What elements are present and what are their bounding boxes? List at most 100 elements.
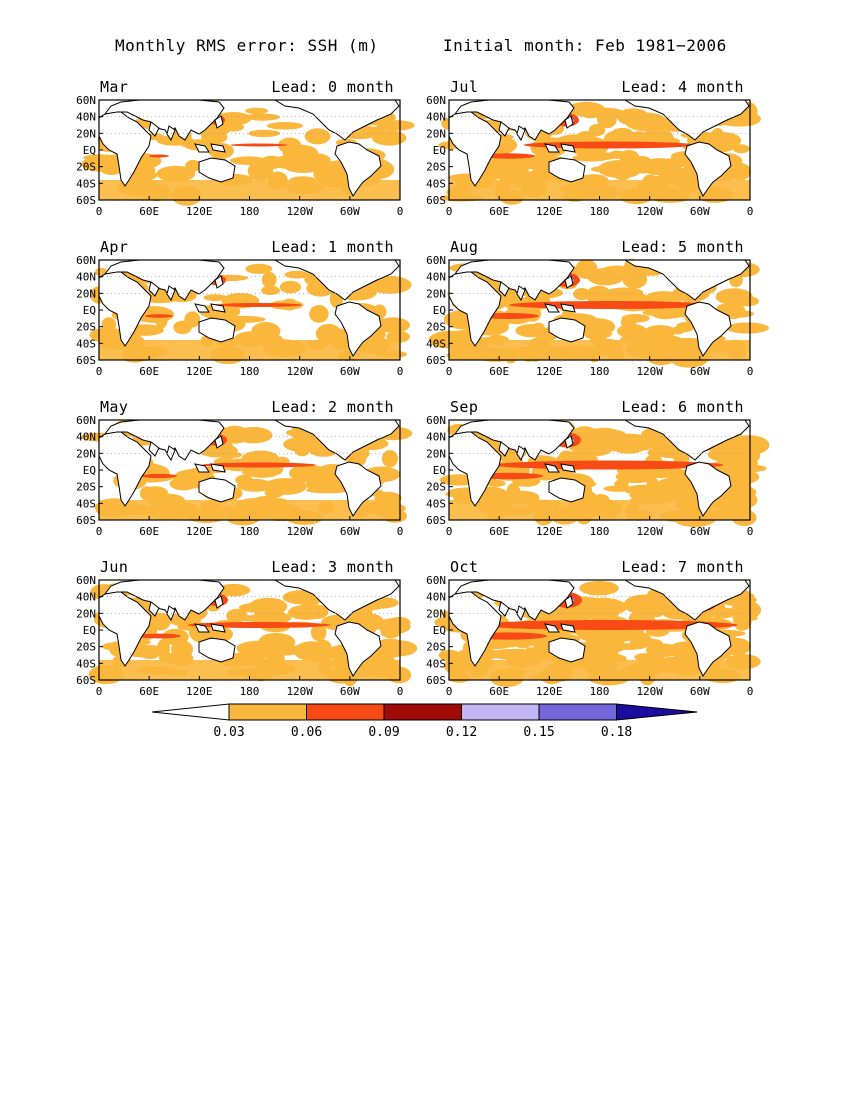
lat-tick-label: 40S (76, 497, 96, 510)
continents (98, 579, 400, 677)
lat-tick-label: 20N (76, 607, 96, 620)
lon-tick-label: 120E (186, 205, 213, 218)
colorbar-lower-extend (151, 703, 230, 721)
panel-lead-label: Lead: 5 month (621, 238, 744, 256)
lon-tick-label: 60E (489, 685, 509, 698)
lon-tick-label: 60E (139, 525, 159, 538)
lat-tick-label: 60S (76, 354, 96, 367)
colorbar-tick-label: 0.09 (368, 725, 399, 740)
lon-tick-label: 180 (590, 525, 610, 538)
lat-tick-label: 40N (76, 271, 96, 284)
lat-tick-label: 20N (76, 447, 96, 460)
lat-tick-label: 60S (76, 674, 96, 687)
panel-lead-label: Lead: 7 month (621, 558, 744, 576)
lat-tick-label: 40S (426, 177, 446, 190)
figure-right-title: Initial month: Feb 1981−2006 (443, 36, 727, 55)
lat-tick-label: 40S (76, 337, 96, 350)
lon-tick-label: 120E (186, 365, 213, 378)
lon-tick-label: 180 (240, 365, 260, 378)
lon-tick-label: 60E (139, 205, 159, 218)
lon-tick-label: 0 (96, 685, 103, 698)
lat-tick-label: 60S (426, 354, 446, 367)
lon-tick-label: 60W (340, 365, 360, 378)
lat-tick-label: 60N (76, 574, 96, 587)
lat-tick-label: 20N (426, 287, 446, 300)
panel-month-label: Sep (450, 398, 478, 416)
lon-tick-label: 120E (536, 205, 563, 218)
colorbar-upper-extend (616, 703, 698, 721)
lon-tick-label: 120E (536, 685, 563, 698)
panel-lead-label: Lead: 6 month (621, 398, 744, 416)
lat-tick-label: 60N (76, 414, 96, 427)
colorbar-tick-label: 0.12 (446, 725, 477, 740)
lon-tick-label: 0 (446, 685, 453, 698)
lon-tick-label: 0 (446, 205, 453, 218)
colorbar-segment (538, 703, 617, 721)
continents (98, 259, 400, 357)
lat-tick-label: 60N (76, 254, 96, 267)
lon-tick-label: 180 (240, 525, 260, 538)
lon-tick-label: 180 (240, 685, 260, 698)
lat-tick-label: EQ (83, 304, 96, 317)
lon-tick-label: 180 (590, 685, 610, 698)
lon-tick-label: 120W (286, 205, 313, 218)
lat-tick-label: 20S (426, 321, 446, 334)
lon-tick-label: 120E (536, 525, 563, 538)
lon-tick-label: 0 (747, 205, 754, 218)
panel-month-label: Jul (450, 78, 478, 96)
panel-month-label: Mar (100, 78, 128, 96)
continents (448, 579, 750, 677)
lon-tick-label: 0 (446, 525, 453, 538)
lon-tick-label: 120W (636, 205, 663, 218)
lat-tick-label: 40S (76, 177, 96, 190)
lon-tick-label: 180 (240, 205, 260, 218)
lon-tick-label: 60E (489, 365, 509, 378)
continents (448, 419, 750, 517)
lat-tick-label: 40N (426, 431, 446, 444)
lon-tick-label: 180 (590, 205, 610, 218)
lon-tick-label: 120E (186, 685, 213, 698)
lon-tick-label: 60W (690, 525, 710, 538)
figure-left-title: Monthly RMS error: SSH (m) (115, 36, 378, 55)
lon-tick-label: 0 (446, 365, 453, 378)
lat-tick-label: 40S (426, 657, 446, 670)
lat-tick-label: 60S (426, 674, 446, 687)
lon-tick-label: 60W (340, 685, 360, 698)
lat-tick-label: EQ (433, 304, 446, 317)
lon-tick-label: 120W (636, 525, 663, 538)
lon-tick-label: 0 (397, 685, 404, 698)
colorbar-tick-label: 0.15 (523, 725, 554, 740)
lat-tick-label: 40N (426, 111, 446, 124)
lon-tick-label: 60E (139, 365, 159, 378)
colorbar-segment (383, 703, 462, 721)
continents (448, 259, 750, 357)
lat-tick-label: 60S (426, 514, 446, 527)
lat-tick-label: 20N (426, 127, 446, 140)
panel-month-label: May (100, 398, 128, 416)
lat-tick-label: 40N (76, 431, 96, 444)
lat-tick-label: EQ (433, 464, 446, 477)
lat-tick-label: EQ (83, 624, 96, 637)
lat-tick-label: 60N (426, 574, 446, 587)
lon-tick-label: 120W (636, 365, 663, 378)
lon-tick-label: 60W (340, 205, 360, 218)
lat-tick-label: EQ (433, 624, 446, 637)
colorbar-segment (461, 703, 540, 721)
lon-tick-label: 120W (286, 685, 313, 698)
colorbar-tick-label: 0.18 (601, 725, 632, 740)
lon-tick-label: 0 (397, 205, 404, 218)
panel-month-label: Jun (100, 558, 128, 576)
lat-tick-label: 60N (76, 94, 96, 107)
lat-tick-label: 20S (76, 161, 96, 174)
lon-tick-label: 0 (747, 365, 754, 378)
lon-tick-label: 0 (747, 685, 754, 698)
lat-tick-label: EQ (83, 144, 96, 157)
colorbar-segment (228, 703, 307, 721)
lat-tick-label: 40N (426, 271, 446, 284)
panel-lead-label: Lead: 0 month (271, 78, 394, 96)
